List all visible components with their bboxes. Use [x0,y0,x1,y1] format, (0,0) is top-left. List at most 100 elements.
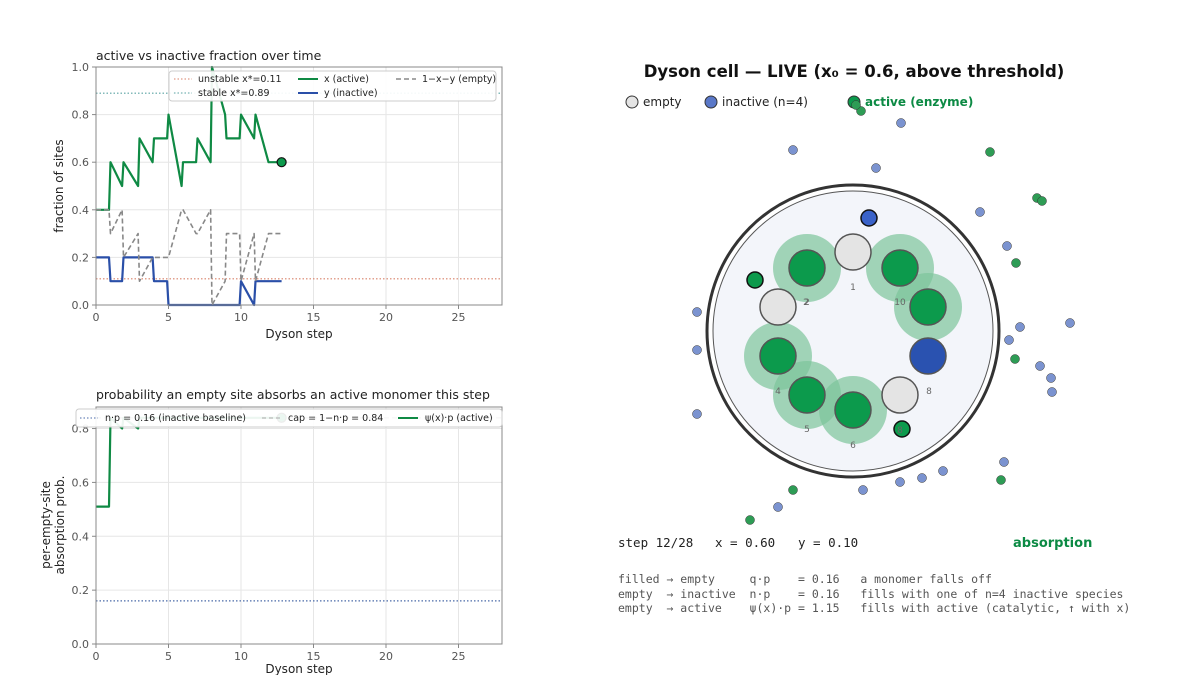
dyson-cell-panel: Dyson cell — LIVE (x₀ = 0.6, above thres… [618,62,1130,615]
absorption-chart: probability an empty site absorbs an act… [39,387,503,676]
inactive-monomer [1047,387,1057,397]
legend-label-stable: stable x*=0.89 [198,88,270,99]
absorption-chart-ylabel-2: absorption prob. [53,476,67,575]
inactive-monomer [1046,373,1056,383]
fraction-chart-ticks: 0 5 10 15 20 25 0.0 0.2 0.4 0.6 0.8 1.0 [72,61,466,324]
inactive-monomer [1004,335,1014,345]
site-active [834,391,872,429]
absorption-chart-grid [95,407,502,645]
fraction-chart: active vs inactive fraction over time 0 5… [52,48,503,341]
cell-title: Dyson cell — LIVE (x₀ = 0.6, above thres… [644,62,1065,81]
fraction-chart-grid [95,66,502,306]
legend-empty-marker [625,95,639,109]
absorption-chart-legend: n·p = 0.16 (inactive baseline) cap = 1−n… [75,408,503,428]
series-line-2 [96,209,282,306]
y-tick-label: 0.0 [72,299,90,312]
site-label: 1 [850,283,856,293]
site-label: 4 [775,387,781,397]
site-label: 2 [803,298,809,308]
site-inactive [909,337,947,375]
inactive-monomer [1002,241,1012,251]
legend-active-label: active (enzyme) [865,95,973,109]
site-empty [759,288,797,326]
series-line-0 [96,65,282,211]
active-monomer [788,485,798,495]
fraction-chart-reflines [96,92,502,280]
active-monomer-incoming [746,271,764,289]
y-tick-label: 0.0 [72,638,90,651]
site-empty [834,233,872,271]
y-tick-label: 0.6 [72,476,90,489]
inactive-monomer [788,145,798,155]
absorption-chart-series [96,412,502,602]
site-label: 8 [926,387,932,397]
site-label: 5 [804,425,810,435]
inactive-monomer [999,457,1009,467]
absorption-chart-ylabel-1: per-empty-site [39,481,53,569]
fraction-chart-legend: unstable x*=0.11 stable x*=0.89 x (activ… [168,70,497,102]
transition-rules: filled → empty q·p = 0.16 a monomer fall… [618,572,1130,615]
inactive-monomer [895,477,905,487]
current-point-marker [276,157,287,168]
legend-box [75,408,503,428]
active-monomer [1010,354,1020,364]
y-tick-label: 0.2 [72,251,90,264]
fraction-chart-ylabel: fraction of sites [52,139,66,232]
x-tick-label: 10 [234,311,248,324]
legend-label-empty: 1−x−y (empty) [422,74,496,85]
rule-empty-to-active: empty → active ψ(x)·p = 1.15 fills with … [618,601,1130,615]
active-monomer [745,515,755,525]
cell-status: step 12/28 x = 0.60 y = 0.10 absorption [618,535,1092,551]
active-monomer [996,475,1006,485]
absorption-chart-xlabel: Dyson step [265,662,332,675]
site-active [788,249,826,287]
inactive-monomer [1035,361,1045,371]
legend-label-active: x (active) [324,74,369,85]
site-active [759,337,797,375]
site-label: 8 [897,426,903,436]
legend-label-baseline: n·p = 0.16 (inactive baseline) [105,413,246,424]
free-monomers [692,100,1075,525]
absorption-chart-ticks: 0 5 10 15 20 250.00.20.40.60.8 [72,423,466,663]
legend-inactive-label: inactive (n=4) [722,95,808,109]
x-tick-label: 20 [379,311,393,324]
x-tick-label: 15 [307,650,321,663]
inactive-monomer [773,502,783,512]
series-line-1 [96,256,282,307]
inactive-monomer [858,485,868,495]
inactive-monomer [871,163,881,173]
fraction-chart-frame [95,66,503,306]
x-tick-label: 5 [165,311,172,324]
rule-filled-to-empty: filled → empty q·p = 0.16 a monomer fall… [618,572,992,586]
legend-label-unstable: unstable x*=0.11 [198,74,282,85]
inactive-monomer [938,466,948,476]
active-monomer [851,100,861,110]
fraction-chart-series [96,65,287,307]
legend-label-psi: ψ(x)·p (active) [425,413,493,424]
y-tick-label: 0.4 [72,204,90,217]
status-step: step 12/28 [618,535,693,550]
legend-label-cap: cap = 1−n·p = 0.84 [288,413,383,424]
cell-sites: 11098865422 [744,233,962,451]
absorption-chart-frame [95,406,503,645]
active-monomer-incoming [893,420,911,438]
fraction-chart-title: active vs inactive fraction over time [96,48,322,63]
x-tick-label: 5 [165,650,172,663]
membrane-outer [705,183,1001,479]
x-tick-label: 0 [93,311,100,324]
series-line-2 [96,416,282,508]
inactive-monomer [692,409,702,419]
rule-empty-to-inactive: empty → inactive n·p = 0.16 fills with o… [618,587,1123,601]
legend-label-inactive: y (inactive) [324,88,378,99]
absorption-chart-title: probability an empty site absorbs an act… [96,387,490,402]
x-tick-label: 20 [379,650,393,663]
inactive-monomer-incoming [860,209,878,227]
inactive-monomer [692,307,702,317]
site-label: 6 [850,441,856,451]
status-y: y = 0.10 [798,535,858,550]
site-label: 2 [804,298,810,308]
inactive-monomer [975,207,985,217]
site-active [881,249,919,287]
y-tick-label: 0.2 [72,584,90,597]
